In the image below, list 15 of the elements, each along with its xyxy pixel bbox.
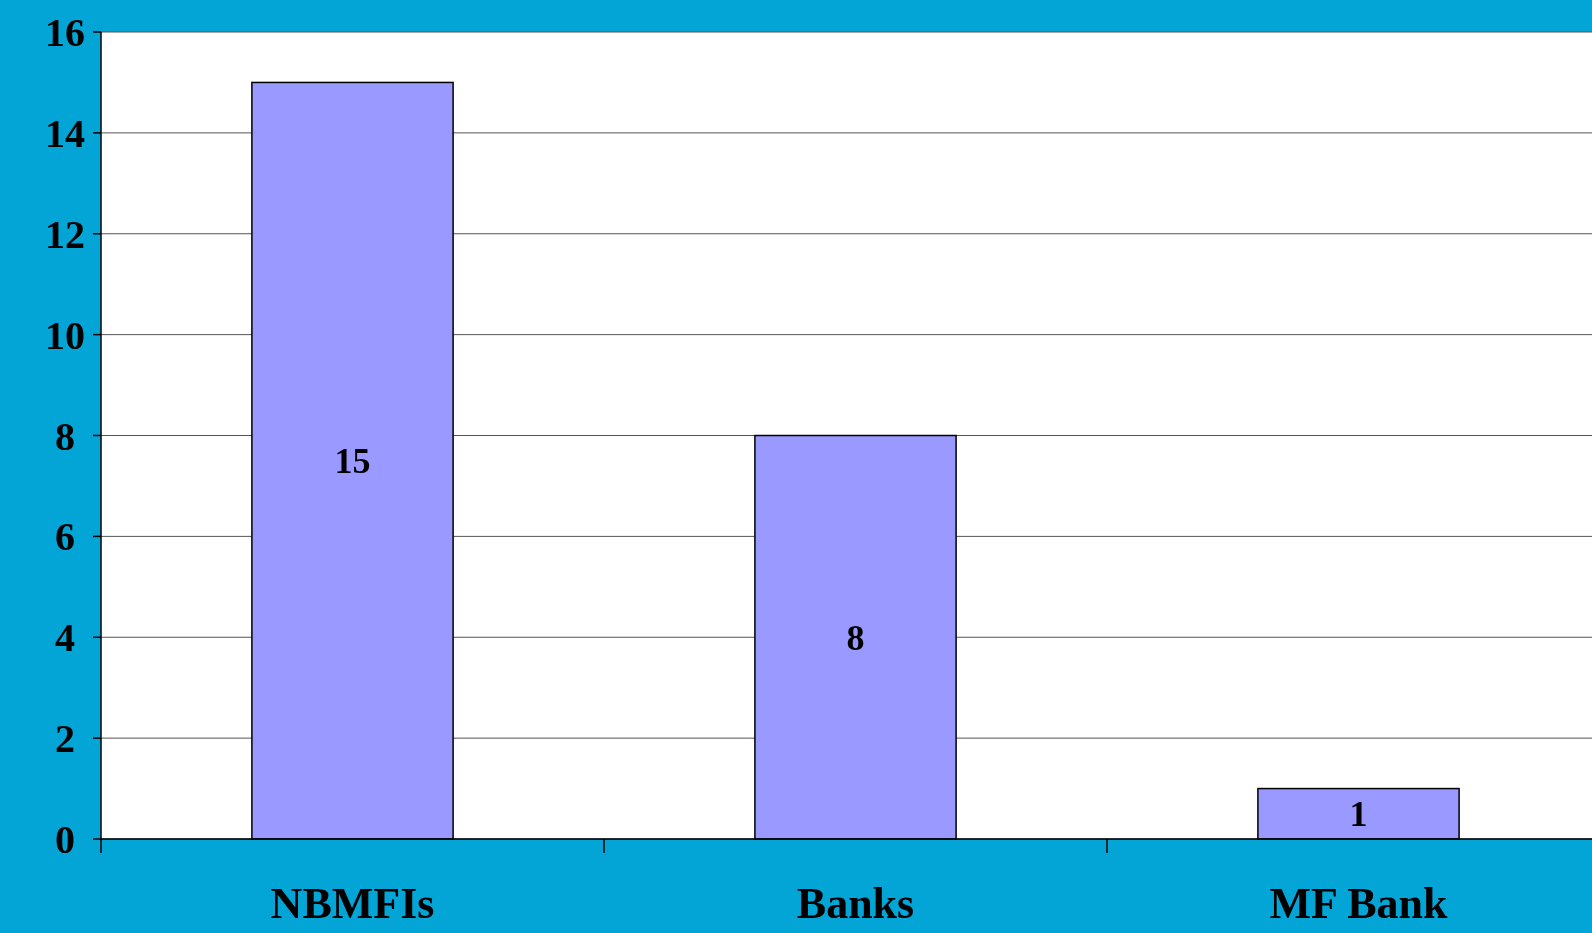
y-tick-label: 0 [55,817,75,862]
y-tick-label: 2 [55,716,75,762]
data-label: 15 [334,441,371,482]
y-tick-label: 12 [45,211,85,257]
data-label: 8 [846,617,865,658]
y-tick-label: 8 [55,413,75,459]
y-tick-label: 10 [45,312,85,358]
x-tick-label: Banks [796,879,915,928]
y-tick-label: 4 [55,615,75,661]
data-label: 1 [1349,794,1368,835]
y-tick-label: 6 [55,514,75,560]
y-tick-label: 16 [45,10,85,55]
x-tick-label: MF Bank [1269,879,1449,928]
y-tick-label: 14 [45,110,85,156]
x-tick-label: NBMFIs [270,879,435,928]
